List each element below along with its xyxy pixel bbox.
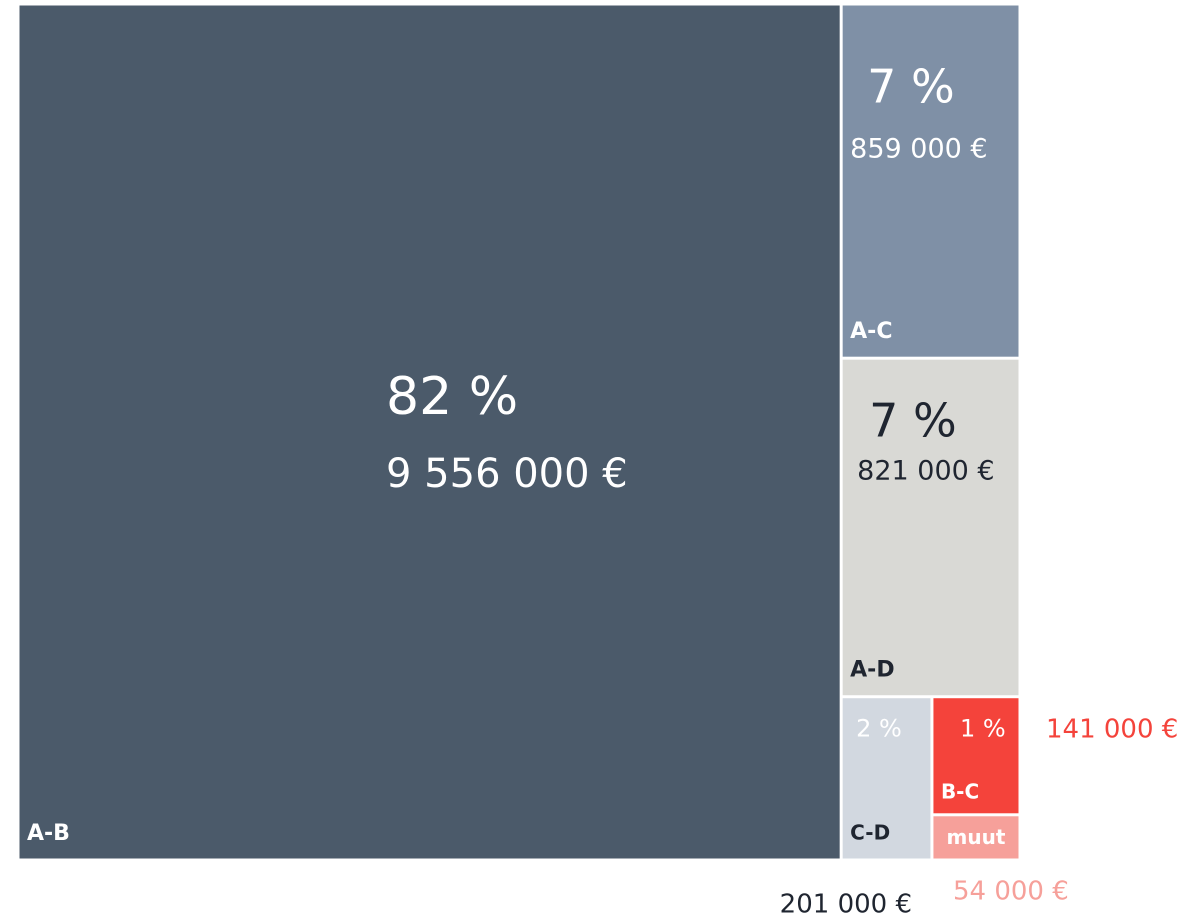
tile bbox=[842, 698, 931, 859]
tile bbox=[842, 359, 1019, 696]
percent-label: 2 % bbox=[856, 715, 902, 743]
tile bbox=[933, 698, 1019, 814]
tile-name: A-C bbox=[850, 319, 892, 344]
tile-name: muut bbox=[947, 825, 1006, 849]
value-label: 141 000 € bbox=[1046, 715, 1178, 745]
tile-name: A-D bbox=[850, 658, 894, 683]
value-label: 9 556 000 € bbox=[386, 451, 628, 497]
value-label: 821 000 € bbox=[857, 456, 994, 487]
tile bbox=[933, 816, 1019, 859]
percent-label: 7 % bbox=[867, 60, 955, 114]
percent-label: 7 % bbox=[869, 394, 957, 448]
tile-name: A-B bbox=[27, 821, 70, 846]
tile-name: B-C bbox=[941, 779, 979, 803]
value-label: 201 000 € bbox=[780, 890, 912, 920]
tile bbox=[842, 5, 1019, 357]
percent-label: 82 % bbox=[386, 367, 518, 427]
value-label: 859 000 € bbox=[850, 134, 987, 165]
tile bbox=[19, 5, 840, 859]
percent-label: 1 % bbox=[960, 715, 1006, 743]
value-label: 54 000 € bbox=[953, 877, 1069, 907]
tile-name: C-D bbox=[850, 821, 890, 845]
